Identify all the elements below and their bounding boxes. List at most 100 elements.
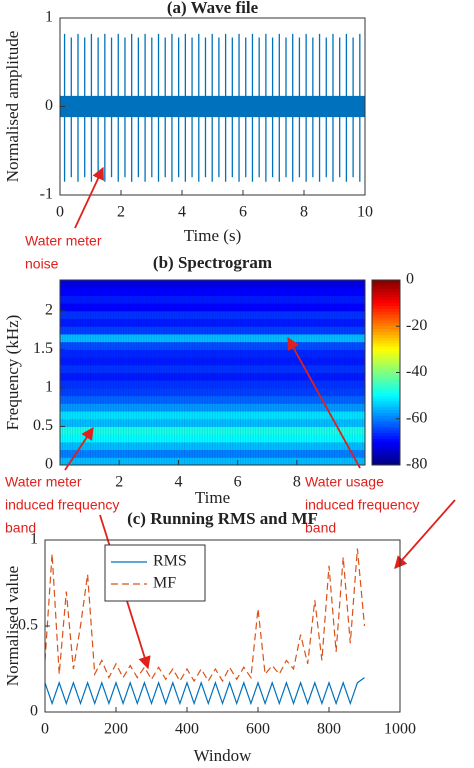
y-tick-label: 0	[30, 703, 38, 720]
colorbar-step	[372, 303, 400, 307]
panel: -80 -60 -40 -20 0 0 0.5 1 1.5 2 2 4 6 8 (b) Spectrogra…	[3, 253, 427, 507]
colorbar-step	[372, 317, 400, 321]
heat-cell	[60, 434, 365, 443]
heat-cell	[60, 418, 365, 427]
x-tick-label: 10	[357, 204, 373, 221]
colorbar-step	[372, 447, 400, 452]
annotation: induced frequency	[305, 497, 419, 513]
colorbar-step	[372, 340, 400, 345]
colorbar-step	[372, 300, 400, 304]
x-tick-label: 200	[104, 721, 128, 738]
y-tick-label: -1	[40, 186, 53, 203]
plot-area	[60, 280, 365, 465]
annotation-arrow	[394, 499, 456, 569]
colorbar-step	[372, 288, 400, 293]
colorbar-step	[372, 314, 400, 319]
heat-cell	[60, 395, 365, 404]
colorbar-step	[372, 430, 400, 434]
colorbar-step	[372, 433, 400, 437]
colorbar-step	[372, 349, 400, 353]
colorbar-step	[372, 311, 400, 316]
chart-title: (b) Spectrogram	[153, 253, 272, 272]
heat-cell	[60, 372, 365, 381]
x-tick-label: 6	[239, 204, 247, 221]
y-tick-label: 2	[45, 302, 53, 319]
colorbar-step	[372, 306, 400, 310]
heat-cell	[60, 457, 365, 465]
colorbar-step	[372, 375, 400, 379]
x-tick-label: 0	[56, 204, 64, 221]
chart-title: (a) Wave file	[167, 0, 259, 17]
x-tick-label: 8	[300, 204, 308, 221]
heat-cell	[60, 411, 365, 420]
colorbar-step	[372, 343, 400, 347]
colorbar-step	[372, 366, 400, 371]
colorbar-step	[372, 438, 400, 443]
colorbar-step	[372, 352, 400, 356]
colorbar-step	[372, 320, 400, 324]
colorbar-step	[372, 453, 400, 457]
x-axis-label: Time (s)	[184, 226, 241, 245]
heat-cell	[60, 303, 365, 312]
heat-cell	[60, 387, 365, 397]
y-tick-label: 1	[45, 9, 53, 26]
heat-cell	[60, 318, 365, 327]
heat-cell	[60, 333, 365, 343]
heat-cell	[60, 341, 365, 350]
colorbar-step	[372, 412, 400, 417]
colorbar-step	[372, 381, 400, 385]
colorbar-step	[372, 418, 400, 423]
colorbar-step	[372, 323, 400, 327]
x-tick-label: 0	[41, 721, 49, 738]
colorbar-step	[372, 410, 400, 414]
colorbar-step	[372, 404, 400, 408]
colorbar-step	[372, 401, 400, 405]
colorbar-step	[372, 369, 400, 373]
heat-cell	[60, 357, 365, 366]
colorbar-step	[372, 456, 400, 460]
heat-cell	[60, 441, 365, 451]
y-tick-label: 0	[45, 97, 53, 114]
colorbar-step	[372, 355, 400, 359]
annotation: Water meter	[5, 474, 82, 490]
colorbar-tick-label: 0	[406, 271, 414, 288]
colorbar-step	[372, 441, 400, 446]
y-tick-label: 0.5	[18, 617, 38, 634]
colorbar-step	[372, 329, 400, 333]
y-tick-label: 1	[45, 379, 53, 396]
colorbar-step	[372, 337, 400, 342]
axes-frame	[59, 279, 366, 466]
y-axis-label: Normalised value	[3, 566, 22, 686]
colorbar-step	[372, 392, 400, 397]
plot-area	[45, 548, 366, 706]
colorbar-step	[372, 291, 400, 295]
legend-box	[104, 544, 206, 602]
annotation: band	[305, 520, 336, 536]
heat-cell	[60, 426, 365, 435]
x-tick-label: 8	[293, 474, 301, 491]
heat-cell	[60, 295, 365, 304]
annotation: noise	[25, 256, 59, 272]
y-tick-label: 0	[45, 456, 53, 473]
colorbar-tick-label: -40	[406, 363, 427, 380]
heat-cell	[60, 380, 365, 389]
colorbar-step	[372, 384, 400, 388]
panel: RMS MF 0 0.5 1 0 200 400 600 800 1000 (c) Running R…	[3, 509, 416, 765]
y-tick-label: 1	[30, 531, 38, 548]
annotation-arrow	[287, 336, 361, 469]
x-tick-label: 400	[175, 721, 199, 738]
colorbar-step	[372, 389, 400, 394]
heat-cell	[60, 403, 365, 412]
colorbar-step	[372, 363, 400, 368]
x-tick-label: 4	[178, 204, 186, 221]
colorbar-step	[372, 407, 400, 411]
annotation: band	[5, 520, 36, 536]
axes-frame	[44, 539, 401, 713]
annotation: Water meter	[25, 233, 102, 249]
series-line	[45, 548, 366, 683]
colorbar-step	[372, 427, 400, 431]
colorbar-step	[372, 462, 400, 466]
heat-cell	[60, 449, 365, 458]
heat-cell	[60, 364, 365, 373]
colorbar-step	[372, 415, 400, 420]
